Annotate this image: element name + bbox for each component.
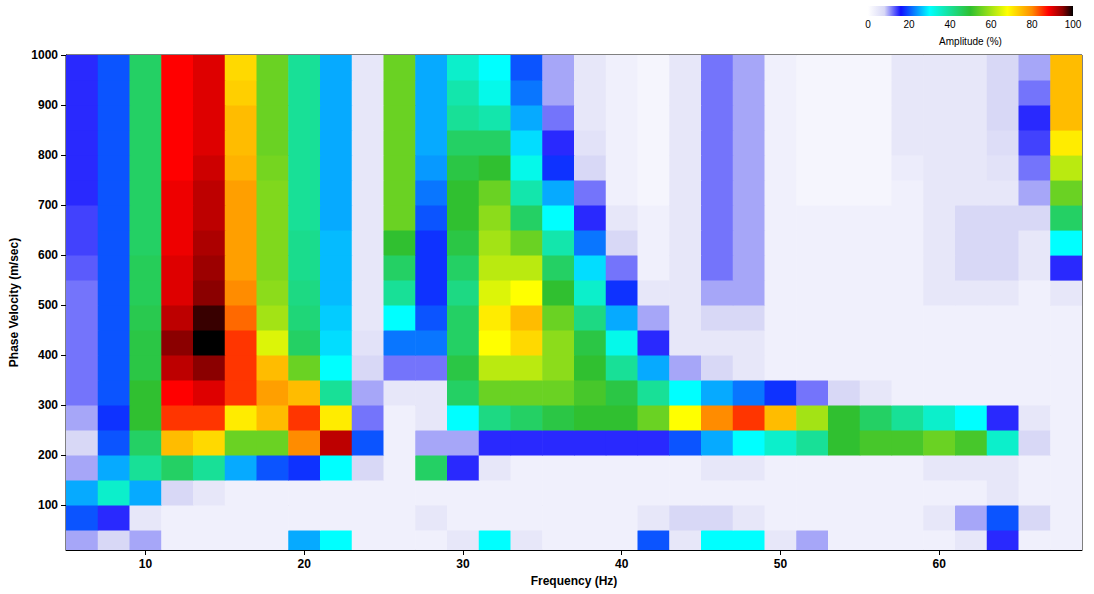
svg-text:600: 600 bbox=[38, 248, 58, 262]
svg-text:700: 700 bbox=[38, 198, 58, 212]
svg-text:400: 400 bbox=[38, 348, 58, 362]
svg-text:500: 500 bbox=[38, 298, 58, 312]
svg-text:0: 0 bbox=[865, 19, 871, 30]
svg-text:100: 100 bbox=[1065, 19, 1082, 30]
svg-text:80: 80 bbox=[1026, 19, 1038, 30]
svg-text:100: 100 bbox=[38, 498, 58, 512]
svg-text:40: 40 bbox=[615, 557, 629, 571]
svg-text:10: 10 bbox=[139, 557, 153, 571]
svg-text:1000: 1000 bbox=[31, 48, 58, 62]
svg-text:Phase Velocity (m/sec): Phase Velocity (m/sec) bbox=[7, 238, 21, 367]
svg-text:40: 40 bbox=[944, 19, 956, 30]
svg-text:Frequency (Hz): Frequency (Hz) bbox=[531, 574, 618, 588]
svg-text:200: 200 bbox=[38, 448, 58, 462]
svg-text:20: 20 bbox=[903, 19, 915, 30]
svg-text:60: 60 bbox=[932, 557, 946, 571]
svg-text:50: 50 bbox=[774, 557, 788, 571]
svg-text:900: 900 bbox=[38, 98, 58, 112]
svg-text:300: 300 bbox=[38, 398, 58, 412]
svg-text:Amplitude (%): Amplitude (%) bbox=[939, 36, 1002, 47]
svg-text:20: 20 bbox=[297, 557, 311, 571]
svg-text:800: 800 bbox=[38, 148, 58, 162]
svg-text:30: 30 bbox=[456, 557, 470, 571]
svg-text:60: 60 bbox=[985, 19, 997, 30]
